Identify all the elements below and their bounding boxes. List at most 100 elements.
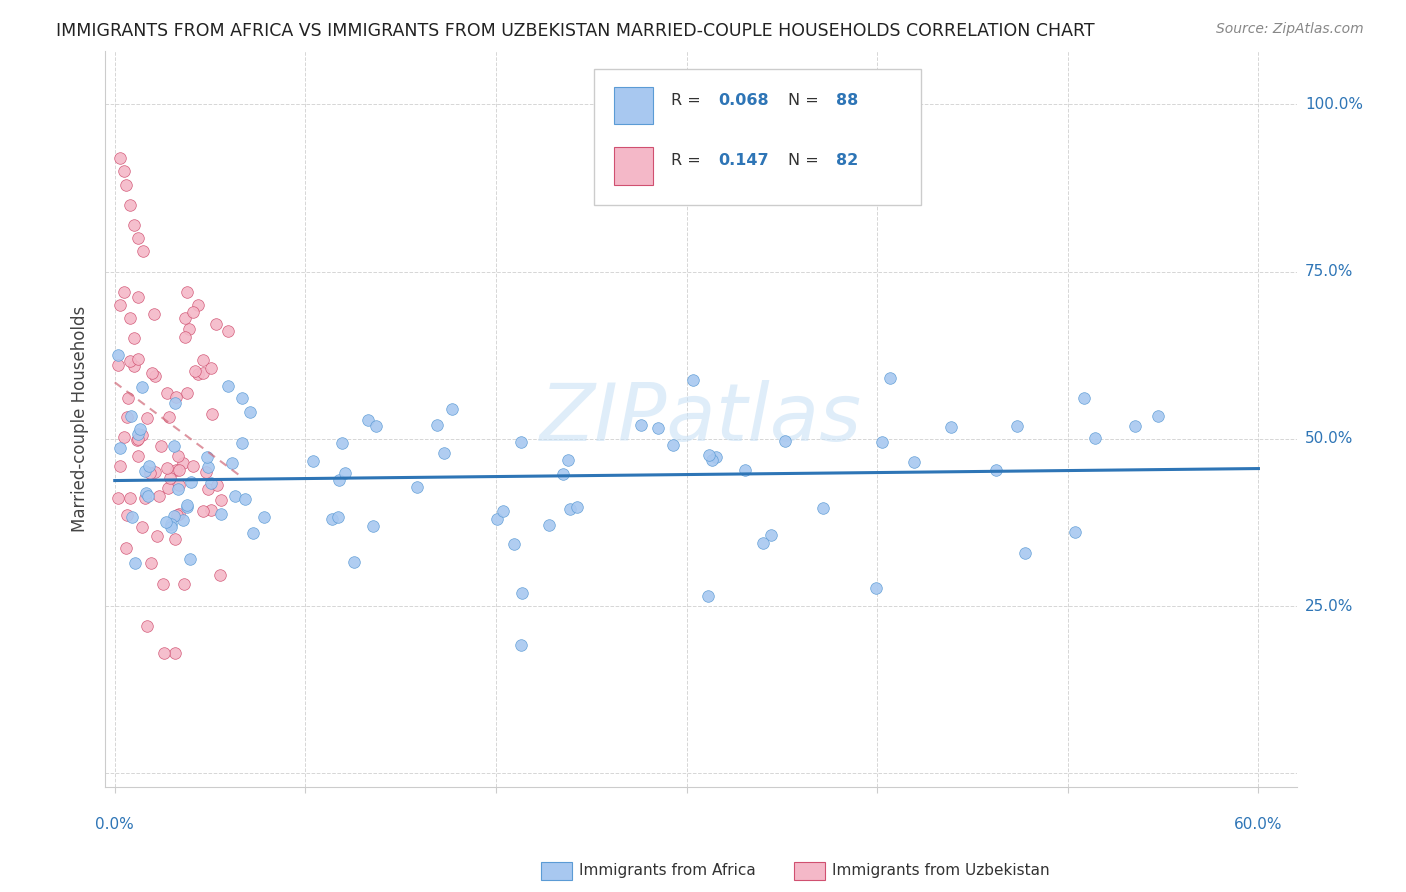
- Point: [172, 456, 194, 470]
- Text: 75.0%: 75.0%: [1305, 264, 1353, 279]
- Point: [172, 513, 194, 527]
- Point: [167, 477, 190, 491]
- Point: [124, 557, 146, 571]
- Point: [127, 432, 149, 446]
- Point: [201, 407, 224, 421]
- Point: [135, 411, 157, 425]
- Point: [221, 456, 243, 470]
- Point: [176, 285, 198, 300]
- Point: [551, 467, 574, 481]
- Point: [122, 218, 145, 232]
- Point: [177, 322, 200, 336]
- Point: [195, 450, 218, 464]
- Point: [194, 466, 217, 480]
- Point: [328, 510, 350, 524]
- Text: ZIPatlas: ZIPatlas: [540, 380, 862, 458]
- Point: [180, 475, 202, 489]
- Point: [630, 417, 652, 432]
- Point: [107, 491, 129, 505]
- Point: [209, 568, 232, 582]
- Point: [146, 529, 169, 543]
- Point: [167, 449, 190, 463]
- Point: [135, 619, 157, 633]
- Point: [165, 390, 187, 404]
- Point: [127, 426, 149, 441]
- Text: N =: N =: [787, 153, 824, 168]
- Point: [156, 386, 179, 401]
- Point: [114, 541, 136, 555]
- Point: [148, 489, 170, 503]
- Point: [865, 581, 887, 595]
- Point: [166, 482, 188, 496]
- Point: [176, 386, 198, 401]
- Point: [159, 470, 181, 484]
- Point: [156, 460, 179, 475]
- Point: [333, 466, 356, 480]
- Point: [239, 405, 262, 419]
- Point: [149, 439, 172, 453]
- Point: [558, 502, 581, 516]
- Point: [217, 324, 239, 338]
- Point: [112, 164, 135, 178]
- Point: [117, 391, 139, 405]
- Point: [986, 463, 1008, 477]
- Point: [647, 421, 669, 435]
- Point: [163, 533, 186, 547]
- Point: [700, 453, 723, 467]
- Point: [115, 409, 138, 424]
- Point: [153, 646, 176, 660]
- Point: [364, 419, 387, 434]
- Point: [163, 396, 186, 410]
- Point: [118, 354, 141, 368]
- Point: [217, 378, 239, 392]
- Text: 100.0%: 100.0%: [1305, 96, 1362, 112]
- Point: [115, 508, 138, 523]
- Point: [134, 491, 156, 505]
- Point: [141, 367, 163, 381]
- Point: [176, 499, 198, 513]
- Point: [433, 446, 456, 460]
- Point: [110, 151, 132, 165]
- Point: [231, 391, 253, 405]
- Point: [1014, 546, 1036, 560]
- Point: [662, 438, 685, 452]
- Text: 25.0%: 25.0%: [1305, 599, 1353, 614]
- Point: [330, 436, 353, 450]
- Text: 0.0%: 0.0%: [96, 817, 134, 832]
- FancyBboxPatch shape: [593, 69, 921, 205]
- Point: [704, 450, 727, 465]
- Point: [197, 459, 219, 474]
- Point: [166, 508, 188, 522]
- Point: [1146, 409, 1168, 424]
- Point: [143, 465, 166, 479]
- Point: [321, 512, 343, 526]
- Point: [357, 413, 380, 427]
- Point: [118, 311, 141, 326]
- Point: [118, 197, 141, 211]
- Point: [163, 439, 186, 453]
- Point: [110, 441, 132, 455]
- Point: [734, 463, 756, 477]
- Point: [187, 298, 209, 312]
- Point: [191, 353, 214, 368]
- Point: [903, 455, 925, 469]
- Point: [502, 537, 524, 551]
- Point: [127, 449, 149, 463]
- Point: [127, 351, 149, 366]
- Point: [697, 448, 720, 462]
- Point: [191, 366, 214, 380]
- Point: [167, 507, 190, 521]
- Text: 88: 88: [835, 93, 858, 108]
- Point: [193, 504, 215, 518]
- Point: [122, 359, 145, 374]
- Point: [343, 556, 366, 570]
- Point: [179, 552, 201, 566]
- Point: [200, 475, 222, 490]
- Point: [697, 589, 720, 603]
- FancyBboxPatch shape: [614, 87, 654, 124]
- Point: [759, 528, 782, 542]
- Point: [682, 373, 704, 387]
- Point: [121, 509, 143, 524]
- Point: [138, 458, 160, 473]
- Point: [406, 479, 429, 493]
